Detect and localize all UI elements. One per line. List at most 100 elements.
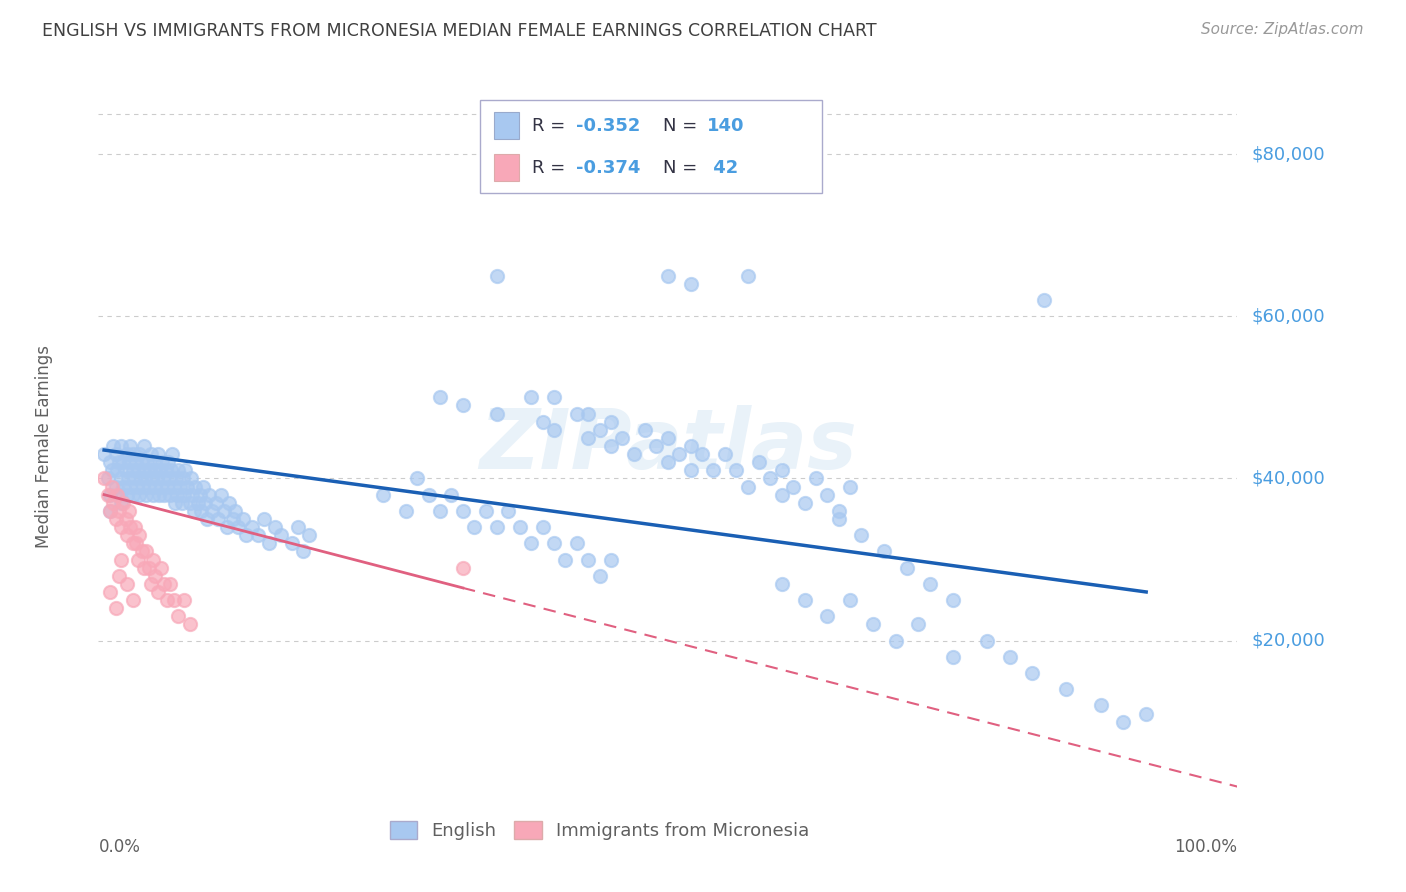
Point [145, 471, 167, 485]
Point [554, 552, 576, 566]
Point [112, 496, 135, 510]
Point [121, 447, 143, 461]
Point [117, 471, 139, 485]
Point [770, 488, 793, 502]
Point [218, 496, 240, 510]
Point [173, 593, 195, 607]
Point [976, 633, 998, 648]
Point [737, 268, 759, 283]
Point [918, 577, 941, 591]
Point [193, 479, 215, 493]
Point [98, 488, 121, 502]
Point [429, 390, 451, 404]
Point [770, 577, 793, 591]
Point [115, 577, 138, 591]
Point [429, 504, 451, 518]
Point [702, 463, 724, 477]
Point [222, 512, 245, 526]
Point [108, 455, 131, 469]
Point [657, 455, 679, 469]
Point [725, 463, 748, 477]
Point [152, 471, 174, 485]
Point [141, 471, 163, 485]
FancyBboxPatch shape [494, 154, 519, 181]
Point [204, 496, 226, 510]
Point [135, 488, 157, 502]
Point [565, 407, 588, 421]
Point [156, 455, 179, 469]
Point [153, 488, 176, 502]
Point [124, 471, 146, 485]
Point [186, 496, 208, 510]
Point [1090, 698, 1112, 713]
Point [942, 649, 965, 664]
Point [942, 593, 965, 607]
Point [690, 447, 713, 461]
Point [600, 439, 623, 453]
Point [172, 471, 194, 485]
Text: 0.0%: 0.0% [98, 838, 141, 856]
Point [110, 520, 132, 534]
Text: -0.352: -0.352 [575, 117, 640, 135]
Point [235, 528, 257, 542]
Point [128, 488, 150, 502]
Point [110, 496, 132, 510]
Point [162, 593, 184, 607]
Point [576, 431, 599, 445]
Point [104, 479, 127, 493]
Point [145, 479, 167, 493]
Point [159, 577, 181, 591]
Point [281, 536, 304, 550]
Point [112, 455, 135, 469]
FancyBboxPatch shape [479, 100, 821, 193]
Point [143, 455, 166, 469]
Point [98, 455, 121, 469]
Text: Median Female Earnings: Median Female Earnings [35, 344, 53, 548]
Point [110, 552, 132, 566]
Point [138, 560, 160, 574]
Point [498, 504, 520, 518]
Point [679, 463, 702, 477]
Text: Source: ZipAtlas.com: Source: ZipAtlas.com [1201, 22, 1364, 37]
Point [668, 447, 690, 461]
Point [873, 544, 896, 558]
Point [565, 536, 588, 550]
Point [120, 439, 142, 453]
Point [149, 463, 172, 477]
Point [127, 552, 149, 566]
Point [839, 593, 862, 607]
Point [531, 520, 554, 534]
Point [104, 447, 127, 461]
Point [486, 268, 509, 283]
Point [588, 423, 610, 437]
Point [118, 504, 141, 518]
Point [851, 528, 873, 542]
Point [108, 568, 131, 582]
Point [132, 479, 155, 493]
Point [828, 512, 851, 526]
Point [190, 504, 212, 518]
Text: $20,000: $20,000 [1251, 632, 1324, 649]
Point [195, 512, 218, 526]
Point [451, 504, 474, 518]
Point [543, 390, 565, 404]
Point [1135, 706, 1157, 721]
Point [737, 479, 759, 493]
Point [132, 560, 155, 574]
Point [110, 471, 132, 485]
Point [184, 479, 207, 493]
Point [839, 479, 862, 493]
Point [451, 560, 474, 574]
Point [108, 488, 131, 502]
Point [104, 512, 127, 526]
Point [128, 447, 150, 461]
Point [1054, 682, 1078, 697]
Text: -0.374: -0.374 [575, 159, 640, 177]
Point [509, 520, 531, 534]
Point [212, 504, 235, 518]
Point [576, 552, 599, 566]
Point [828, 504, 851, 518]
Point [612, 431, 634, 445]
Point [228, 520, 250, 534]
Point [139, 577, 162, 591]
